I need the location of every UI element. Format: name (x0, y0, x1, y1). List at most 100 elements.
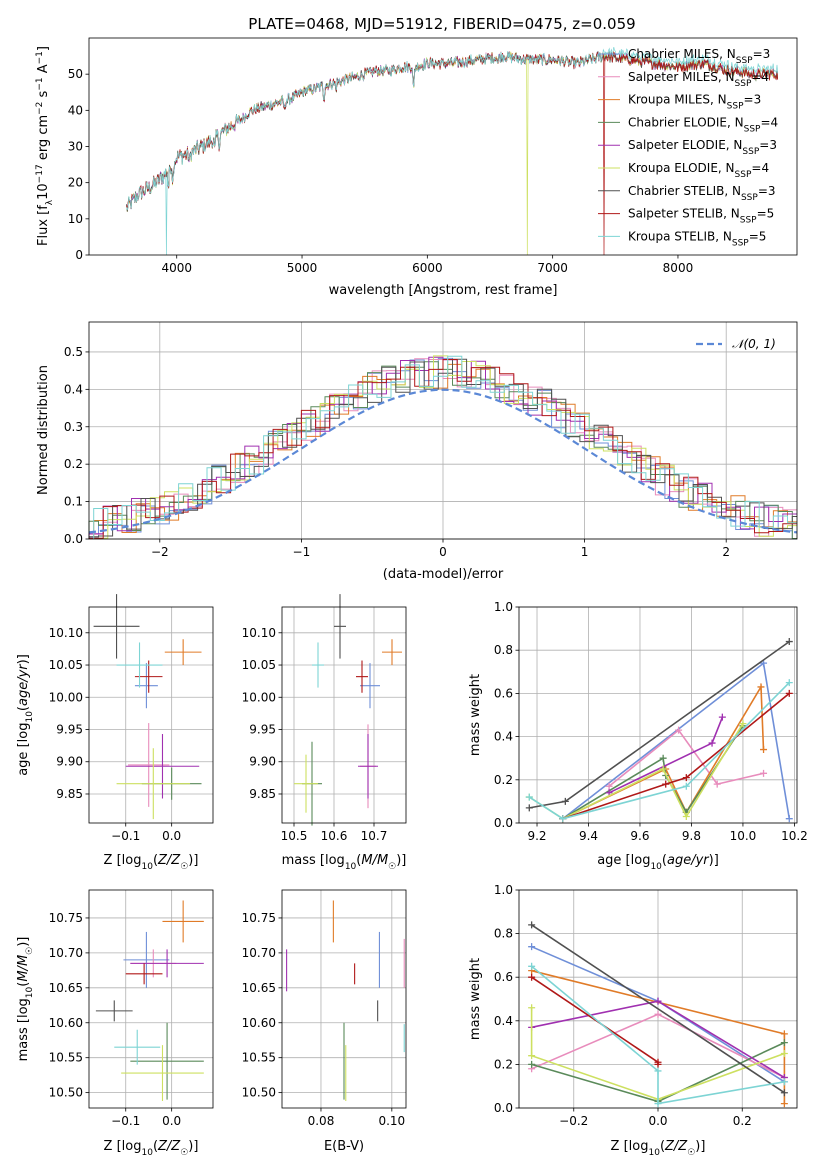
weight-vs-age-marker-salpeter-stelib (662, 780, 670, 788)
mass-vs-z-xtick-label: −0.1 (111, 1114, 140, 1128)
weight-vs-age-marker-kroupa-elodie (659, 765, 667, 773)
weight-vs-z-line-kroupa-stelib (531, 965, 785, 1105)
weight-vs-age-marker-kroupa-miles (757, 683, 765, 691)
legend-entry-salpeter-elodie: Salpeter ELODIE, NSSP=3 (628, 138, 777, 157)
residuals-ytick-label: 0.0 (64, 532, 83, 546)
label-part: Z [log (104, 853, 142, 868)
age-vs-mass-xlabel: mass [log10(M/M☉)] (282, 853, 407, 872)
label-part: ( (356, 853, 361, 868)
figure-title: PLATE=0468, MJD=51912, FIBERID=0475, z=0… (248, 15, 635, 33)
age-vs-mass-xtick-label: 10.5 (281, 829, 308, 843)
mass-vs-ebv-ytick-label: 10.65 (242, 981, 276, 995)
weight-vs-age-marker-kroupa-stelib (785, 679, 793, 687)
label-part: M/M (16, 955, 31, 982)
weight-vs-z-marker-chabrier-stelib (528, 921, 536, 929)
weight-vs-z-ytick-label: 1.0 (494, 883, 513, 897)
label-part: ( (660, 1139, 665, 1154)
spectrum-ylabel: Flux [fλ10−17 erg cm−2 s−1 A−1] (35, 46, 55, 246)
label-part: age/yr (16, 663, 31, 706)
mass-vs-z-ytick-label: 10.65 (49, 981, 83, 995)
weight-vs-z-ytick-label: 0.0 (494, 1101, 513, 1115)
mass-vs-ebv-frame (281, 889, 407, 1109)
label-part: ( (153, 853, 158, 868)
age-vs-z-ytick-label: 10.00 (49, 690, 83, 704)
label-part: Salpeter ELODIE, N (628, 138, 742, 152)
mass-vs-ebv-ytick-label: 10.55 (242, 1051, 276, 1065)
mass-vs-z-ytick-label: 10.75 (49, 911, 83, 925)
label-part: SSP (732, 238, 749, 248)
weight-vs-age-marker-kroupa-elodie (682, 813, 690, 821)
spectrum-series-kroupa-stelib (126, 47, 779, 255)
weight-vs-age-ytick-label: 0.0 (494, 816, 513, 830)
residuals-xtick-label: 1 (581, 545, 589, 559)
weight-vs-z-marker-kroupa-elodie (528, 1004, 536, 1012)
label-part: )] (16, 654, 31, 664)
label-part: SSP (735, 170, 752, 180)
label-part: SSP (740, 216, 757, 226)
weight-vs-age-ylabel: mass weight (468, 674, 483, 756)
spectrum-xtick-label: 7000 (537, 261, 568, 275)
label-part: SSP (736, 56, 753, 66)
legend-entry-kroupa-miles: Kroupa MILES, NSSP=3 (628, 93, 761, 112)
weight-vs-z-xtick-label: −0.2 (559, 1114, 588, 1128)
weight-vs-z-xtick-label: 0.0 (648, 1114, 667, 1128)
label-part: 10 (345, 862, 357, 872)
label-part: Chabrier STELIB, N (628, 184, 741, 198)
mass-vs-z-ytick-label: 10.50 (49, 1086, 83, 1100)
age-vs-z-ytick-label: 9.90 (56, 755, 83, 769)
weight-vs-z-ytick-label: 0.4 (494, 1014, 513, 1028)
weight-vs-age-xtick-label: 10.0 (730, 829, 757, 843)
mass-vs-ebv-ytick-label: 10.50 (242, 1086, 276, 1100)
label-part: Kroupa STELIB, N (628, 229, 732, 243)
label-part: =3 (744, 93, 762, 107)
spectrum-xtick-label: 5000 (287, 261, 318, 275)
age-vs-mass-xtick-label: 10.7 (361, 829, 388, 843)
label-part: −1 (35, 51, 45, 64)
label-part: 10 (141, 1148, 153, 1158)
spectrum-ytick-label: 50 (68, 67, 83, 81)
label-part: erg cm (36, 115, 51, 164)
age-vs-mass-ytick-label: 10.05 (242, 658, 276, 672)
residual-legend-label: 𝒩(0, 1) (732, 337, 776, 351)
residuals-ytick-label: 0.4 (64, 382, 83, 396)
weight-vs-z-marker-chabrier-stelib (780, 1089, 788, 1097)
weight-vs-age-frame (518, 606, 798, 824)
weight-vs-age-marker-salpeter-stelib (785, 689, 793, 697)
weight-vs-age-marker-salpeter-miles (760, 769, 768, 777)
weight-vs-age-ytick-label: 0.4 (494, 730, 513, 744)
weight-vs-age-marker-salpeter-elodie (718, 713, 726, 721)
label-part: =3 (753, 47, 771, 61)
label-part: Kroupa MILES, N (628, 93, 727, 107)
weight-vs-z-ylabel: mass weight (468, 958, 483, 1040)
label-part: Flux [f (36, 205, 51, 246)
age-vs-z-xtick-label: −0.1 (111, 829, 140, 843)
residuals-xtick-label: −2 (151, 545, 169, 559)
weight-vs-z-marker-kroupa-elodie (528, 1052, 536, 1060)
label-part: mass [log (16, 998, 31, 1061)
weight-vs-z-marker-kroupa-elodie (780, 1050, 788, 1057)
legend-entry-chabrier-elodie: Chabrier ELODIE, NSSP=4 (628, 115, 778, 134)
label-part: =4 (760, 115, 778, 129)
label-part: )] (695, 1139, 705, 1154)
residuals-xtick-label: −1 (293, 545, 311, 559)
age-vs-mass-ytick-label: 9.90 (249, 755, 276, 769)
label-part: ☉ (180, 862, 188, 872)
age-vs-z-ytick-label: 10.10 (49, 626, 83, 640)
label-part: −2 (35, 102, 45, 115)
weight-vs-age-marker-salpeter-miles (713, 780, 721, 788)
weight-vs-age-marker-chabrier-elodie (659, 754, 667, 762)
weight-vs-age-marker-chabrier-stelib (525, 804, 533, 812)
label-part: ☉ (25, 947, 35, 955)
weight-vs-age-xtick-label: 9.8 (682, 829, 701, 843)
weight-vs-z-ytick-label: 0.2 (494, 1057, 513, 1071)
label-part: Z/Z (157, 1139, 181, 1154)
legend-entry-salpeter-stelib: Salpeter STELIB, NSSP=5 (628, 207, 774, 226)
weight-vs-age-marker-chabrier-stelib (785, 638, 793, 646)
label-part: 10 (36, 183, 51, 200)
mass-vs-ebv-ytick-label: 10.60 (242, 1016, 276, 1030)
residual-xlabel: (data-model)/error (383, 567, 504, 582)
weight-vs-age-xtick-label: 9.4 (579, 829, 598, 843)
label-part: Salpeter STELIB, N (628, 207, 740, 221)
weight-vs-age-xlabel: age [log10(age/yr)] (597, 853, 719, 872)
